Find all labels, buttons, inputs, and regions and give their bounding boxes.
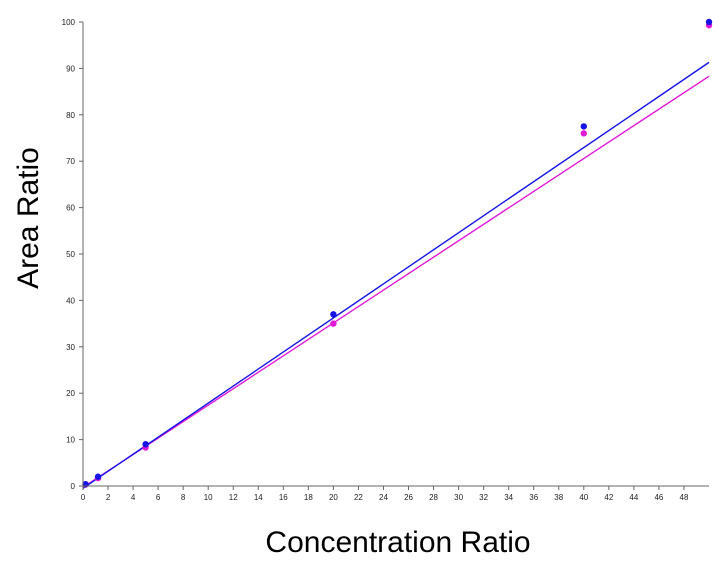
x-tick-label: 4 <box>131 493 136 502</box>
x-tick-label: 42 <box>604 493 613 502</box>
x-tick-label: 8 <box>181 493 186 502</box>
x-tick-label: 46 <box>654 493 663 502</box>
x-tick-label: 10 <box>204 493 213 502</box>
y-tick-label: 80 <box>66 111 75 120</box>
data-point <box>330 320 337 327</box>
x-tick-label: 44 <box>629 493 638 502</box>
x-tick-label: 36 <box>529 493 538 502</box>
x-tick-label: 40 <box>579 493 588 502</box>
x-tick-label: 16 <box>279 493 288 502</box>
y-tick-label: 0 <box>71 482 76 491</box>
x-tick-label: 2 <box>106 493 111 502</box>
y-axis-ticks: 0 10 20 30 40 50 60 70 80 90 100 <box>62 18 83 491</box>
x-tick-label: 32 <box>479 493 488 502</box>
x-tick-label: 22 <box>354 493 363 502</box>
y-tick-label: 90 <box>66 64 75 73</box>
x-tick-label: 14 <box>254 493 263 502</box>
y-tick-label: 70 <box>66 157 75 166</box>
y-axis-title: Area Ratio <box>12 147 45 289</box>
y-tick-label: 50 <box>66 250 75 259</box>
y-tick-label: 40 <box>66 296 75 305</box>
x-tick-label: 0 <box>81 493 86 502</box>
y-tick-label: 10 <box>66 436 75 445</box>
x-tick-label: 30 <box>454 493 463 502</box>
data-points <box>82 18 713 488</box>
x-tick-label: 38 <box>554 493 563 502</box>
x-tick-label: 6 <box>156 493 161 502</box>
x-tick-label: 12 <box>229 493 238 502</box>
x-axis-ticks: 0 2 4 6 8 10 12 14 16 18 20 22 24 26 28 30 32 34 36 38 40 42 4… <box>81 486 689 502</box>
y-tick-label: 20 <box>66 389 75 398</box>
x-tick-label: 18 <box>304 493 313 502</box>
y-tick-label: 60 <box>66 204 75 213</box>
y-tick-label: 100 <box>62 18 76 27</box>
data-point <box>580 130 587 137</box>
fit-line <box>82 61 710 489</box>
data-point <box>580 123 587 130</box>
x-tick-label: 28 <box>429 493 438 502</box>
fit-line <box>82 75 710 488</box>
x-tick-label: 34 <box>504 493 513 502</box>
y-tick-label: 30 <box>66 343 75 352</box>
x-tick-label: 26 <box>404 493 413 502</box>
x-axis-title: Concentration Ratio <box>265 526 530 559</box>
x-tick-label: 24 <box>379 493 388 502</box>
x-tick-label: 20 <box>329 493 338 502</box>
data-point <box>705 18 713 26</box>
data-point <box>142 441 149 448</box>
fit-lines <box>82 61 710 489</box>
data-point <box>94 473 102 480</box>
data-point <box>330 311 337 318</box>
x-tick-label: 48 <box>680 493 689 502</box>
